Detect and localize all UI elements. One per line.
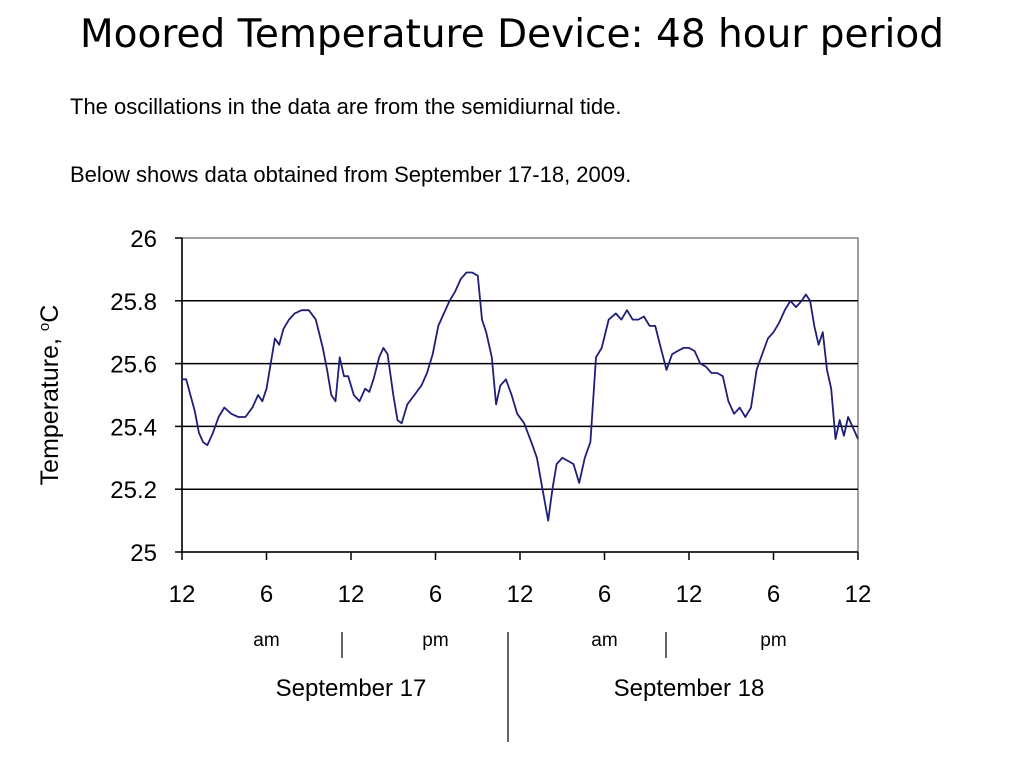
y-axis-title-degree: o — [36, 323, 53, 331]
y-tick-label: 25.8 — [110, 289, 157, 316]
x-tick-label: 12 — [676, 581, 703, 608]
date-label: September 18 — [614, 675, 765, 702]
x-tick-label: 6 — [260, 581, 273, 608]
y-tick-label: 25.6 — [110, 352, 157, 379]
x-tick-label: 12 — [169, 581, 196, 608]
x-tick-label: 6 — [429, 581, 442, 608]
subtitle-date-note: Below shows data obtained from September… — [70, 162, 632, 187]
period-label: am — [591, 630, 617, 651]
date-label: September 17 — [276, 675, 427, 702]
y-axis-title-text: Temperature, — [36, 331, 64, 485]
y-tick-label: 25.4 — [110, 414, 157, 441]
subtitle-tide-note: The oscillations in the data are from th… — [70, 94, 622, 119]
y-axis-ticks: 25 25.2 25.4 25.6 25.8 26 — [110, 226, 182, 567]
period-label: am — [253, 630, 279, 651]
x-tick-label: 12 — [845, 581, 872, 608]
y-tick-label: 25 — [130, 540, 157, 567]
am-pm-labels: am pm am pm — [253, 630, 786, 651]
y-axis-title-unit: C — [36, 305, 64, 323]
slide-title: Moored Temperature Device: 48 hour perio… — [79, 12, 945, 57]
temperature-series-line — [182, 271, 859, 522]
x-tick-label: 12 — [507, 581, 534, 608]
x-tick-label: 6 — [598, 581, 611, 608]
x-tick-label: 6 — [767, 581, 780, 608]
grid-lines — [182, 300, 858, 490]
period-label: pm — [422, 630, 448, 651]
x-axis-ticks: 12 6 12 6 12 6 12 6 12 — [169, 552, 872, 608]
date-labels: September 17 September 18 — [276, 675, 765, 702]
plot-area-frame — [181, 237, 859, 553]
y-axis-title: Temperature, oC — [36, 305, 64, 486]
y-tick-label: 25.2 — [110, 477, 157, 504]
y-tick-label: 26 — [130, 226, 157, 253]
period-label: pm — [760, 630, 786, 651]
x-tick-label: 12 — [338, 581, 365, 608]
